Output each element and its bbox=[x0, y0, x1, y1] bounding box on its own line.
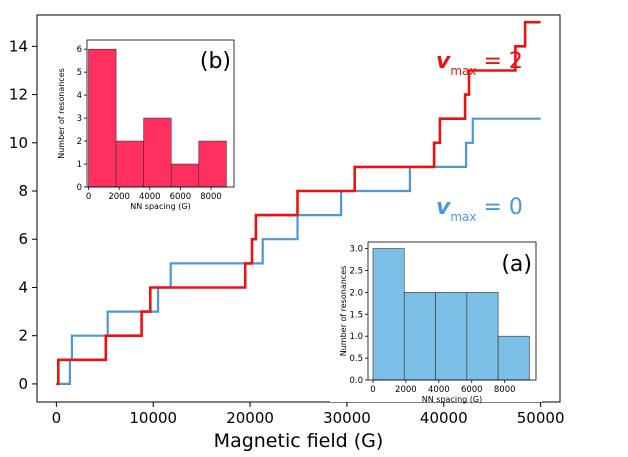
histogram-bar bbox=[143, 117, 172, 188]
histogram-bar bbox=[497, 335, 530, 381]
series-label-sub: max bbox=[450, 64, 476, 78]
inset-y-tick-label: 5 bbox=[77, 68, 82, 78]
main-frame bbox=[36, 14, 561, 403]
histogram-bar bbox=[372, 248, 405, 381]
series-label-0: vmax = 0 bbox=[436, 195, 523, 224]
inset-y-axis-label: Number of resonances bbox=[339, 266, 348, 357]
x-tick-label: 20000 bbox=[226, 409, 274, 427]
inset-x-tick-label: 0 bbox=[86, 192, 91, 202]
inset-y-tick-label: 6 bbox=[77, 45, 82, 55]
x-axis-label: Magnetic field (G) bbox=[214, 430, 384, 452]
inset-x-tick-label: 8000 bbox=[494, 385, 516, 395]
inset-a-histogram: 0 2000 4000 6000 8000 0.0 0.5 1.0 1.5 2.0 2.5 3.0 NN… bbox=[330, 236, 542, 404]
histogram-bar bbox=[466, 292, 499, 381]
inset-x-tick-label: 4000 bbox=[428, 385, 450, 395]
histogram-bar bbox=[403, 292, 436, 381]
y-tick-label: 14 bbox=[9, 37, 28, 55]
series-label-rest: = 0 bbox=[477, 195, 523, 220]
series-label-1: vmax = 2 bbox=[436, 49, 523, 78]
inset-x-tick-label: 0 bbox=[370, 385, 375, 395]
histogram-bar bbox=[435, 292, 468, 381]
inset-x-tick-label: 8000 bbox=[200, 192, 222, 202]
main-plot: 0 10000 20000 30000 40000 5000002468101214Mag… bbox=[9, 14, 565, 452]
histogram-bar bbox=[115, 140, 144, 188]
inset-y-tick-label: 4 bbox=[77, 91, 82, 101]
x-tick-label: 0 bbox=[52, 409, 62, 427]
inset-frame bbox=[86, 39, 235, 188]
panel-label: (b) bbox=[200, 49, 231, 74]
inset-x-tick-label: 2000 bbox=[395, 385, 417, 395]
series-line-0 bbox=[56, 117, 541, 385]
x-tick-label: 10000 bbox=[129, 409, 177, 427]
inset-x-tick-label: 2000 bbox=[108, 192, 130, 202]
inset-y-tick-label: 0.0 bbox=[349, 376, 363, 386]
inset-x-axis-label: NN spacing (G) bbox=[130, 202, 190, 211]
series-label-v: v bbox=[436, 49, 451, 74]
inset-y-tick-label: 3 bbox=[77, 114, 82, 124]
series-label-sub: max bbox=[450, 210, 476, 224]
y-tick-label: 6 bbox=[18, 230, 28, 248]
y-tick-label: 12 bbox=[9, 86, 28, 104]
histogram-bar bbox=[198, 140, 227, 188]
inset-y-tick-label: 2.0 bbox=[349, 288, 363, 298]
inset-b-histogram: 0 2000 4000 6000 8000 0 1 2 3 4 5 6 NN spacing (G) Nu… bbox=[55, 36, 238, 211]
inset-y-tick-label: 2.5 bbox=[349, 266, 363, 276]
y-tick-label: 2 bbox=[18, 327, 28, 345]
inset-y-tick-label: 1.5 bbox=[349, 310, 363, 320]
x-tick-label: 40000 bbox=[420, 409, 468, 427]
series-label-rest: = 2 bbox=[477, 49, 523, 74]
y-tick-label: 0 bbox=[18, 375, 28, 393]
inset-frame bbox=[367, 241, 537, 381]
series-label-v: v bbox=[436, 195, 451, 220]
inset-y-axis-label: Number of resonances bbox=[57, 68, 66, 159]
inset-x-tick-label: 6000 bbox=[461, 385, 483, 395]
inset-x-axis-label: NN spacing (G) bbox=[422, 395, 482, 404]
inset-y-tick-label: 0.5 bbox=[349, 354, 363, 364]
series-line-1 bbox=[56, 20, 541, 386]
x-tick-label: 50000 bbox=[517, 409, 565, 427]
histogram-bar bbox=[88, 48, 117, 188]
histogram-bar bbox=[170, 163, 200, 188]
inset-y-tick-label: 3.0 bbox=[349, 245, 363, 255]
y-tick-label: 4 bbox=[18, 278, 28, 296]
inset-y-tick-label: 2 bbox=[77, 137, 82, 147]
inset-x-tick-label: 4000 bbox=[139, 192, 161, 202]
inset-y-tick-label: 1 bbox=[77, 160, 82, 170]
inset-y-tick-label: 1.0 bbox=[349, 332, 363, 342]
x-tick-label: 30000 bbox=[323, 409, 371, 427]
inset-y-tick-label: 0 bbox=[77, 183, 82, 193]
y-tick-label: 10 bbox=[9, 134, 28, 152]
inset-x-tick-label: 6000 bbox=[170, 192, 192, 202]
panel-label: (a) bbox=[501, 252, 532, 277]
y-tick-label: 8 bbox=[18, 182, 28, 200]
